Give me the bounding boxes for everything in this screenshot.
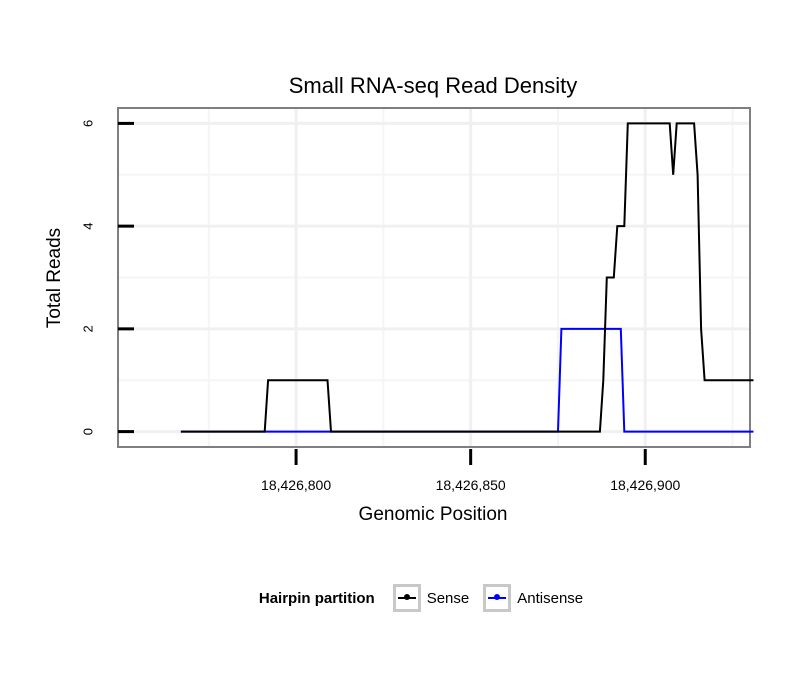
legend: Hairpin partition Sense Antisense [0,578,810,618]
legend-label-sense: Sense [426,589,470,607]
y-axis: 0 2 4 6 [81,120,134,435]
x-tick-label: 18,426,900 [610,477,680,493]
y-axis-label: Total Reads [44,228,65,328]
x-tick-label: 18,426,850 [436,477,506,493]
y-tick-label: 6 [81,120,96,127]
x-tick-label: 18,426,800 [261,477,331,493]
x-axis: 18,426,800 18,426,850 18,426,900 [261,449,680,493]
legend-key-antisense [483,584,512,612]
legend-key-sense [392,584,421,612]
chart-title: Small RNA-seq Read Density [289,73,578,98]
series-line-sense [180,122,754,433]
legend-item-antisense: Antisense [483,584,589,612]
legend-item-sense: Sense [392,584,476,612]
y-tick-label: 2 [81,325,96,332]
legend-title: Hairpin partition [258,589,375,607]
legend-label-antisense: Antisense [517,589,584,607]
y-tick-label: 4 [81,223,96,230]
series-layer [180,122,754,433]
x-axis-label: Genomic Position [359,504,508,525]
y-tick-label: 0 [81,428,96,435]
